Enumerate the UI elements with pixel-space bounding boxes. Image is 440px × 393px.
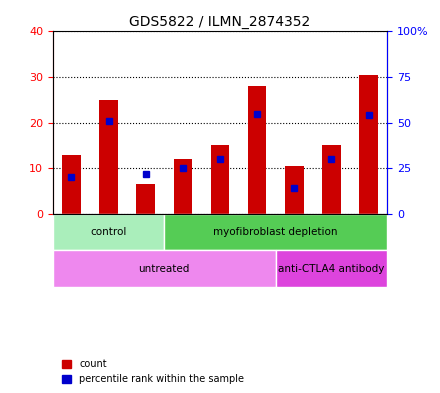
- Bar: [62, 154, 81, 214]
- Bar: [285, 166, 304, 214]
- Bar: [99, 100, 118, 214]
- Text: untreated: untreated: [139, 264, 190, 274]
- Text: control: control: [90, 227, 127, 237]
- Bar: [136, 184, 155, 214]
- Bar: [211, 145, 229, 214]
- Bar: [173, 159, 192, 214]
- Legend: count, percentile rank within the sample: count, percentile rank within the sample: [58, 356, 248, 388]
- FancyBboxPatch shape: [53, 250, 276, 287]
- Text: anti-CTLA4 antibody: anti-CTLA4 antibody: [278, 264, 385, 274]
- FancyBboxPatch shape: [164, 214, 387, 250]
- Bar: [248, 86, 267, 214]
- Title: GDS5822 / ILMN_2874352: GDS5822 / ILMN_2874352: [129, 15, 311, 29]
- FancyBboxPatch shape: [276, 250, 387, 287]
- FancyBboxPatch shape: [53, 214, 164, 250]
- Text: myofibroblast depletion: myofibroblast depletion: [213, 227, 338, 237]
- Bar: [322, 145, 341, 214]
- Bar: [359, 75, 378, 214]
